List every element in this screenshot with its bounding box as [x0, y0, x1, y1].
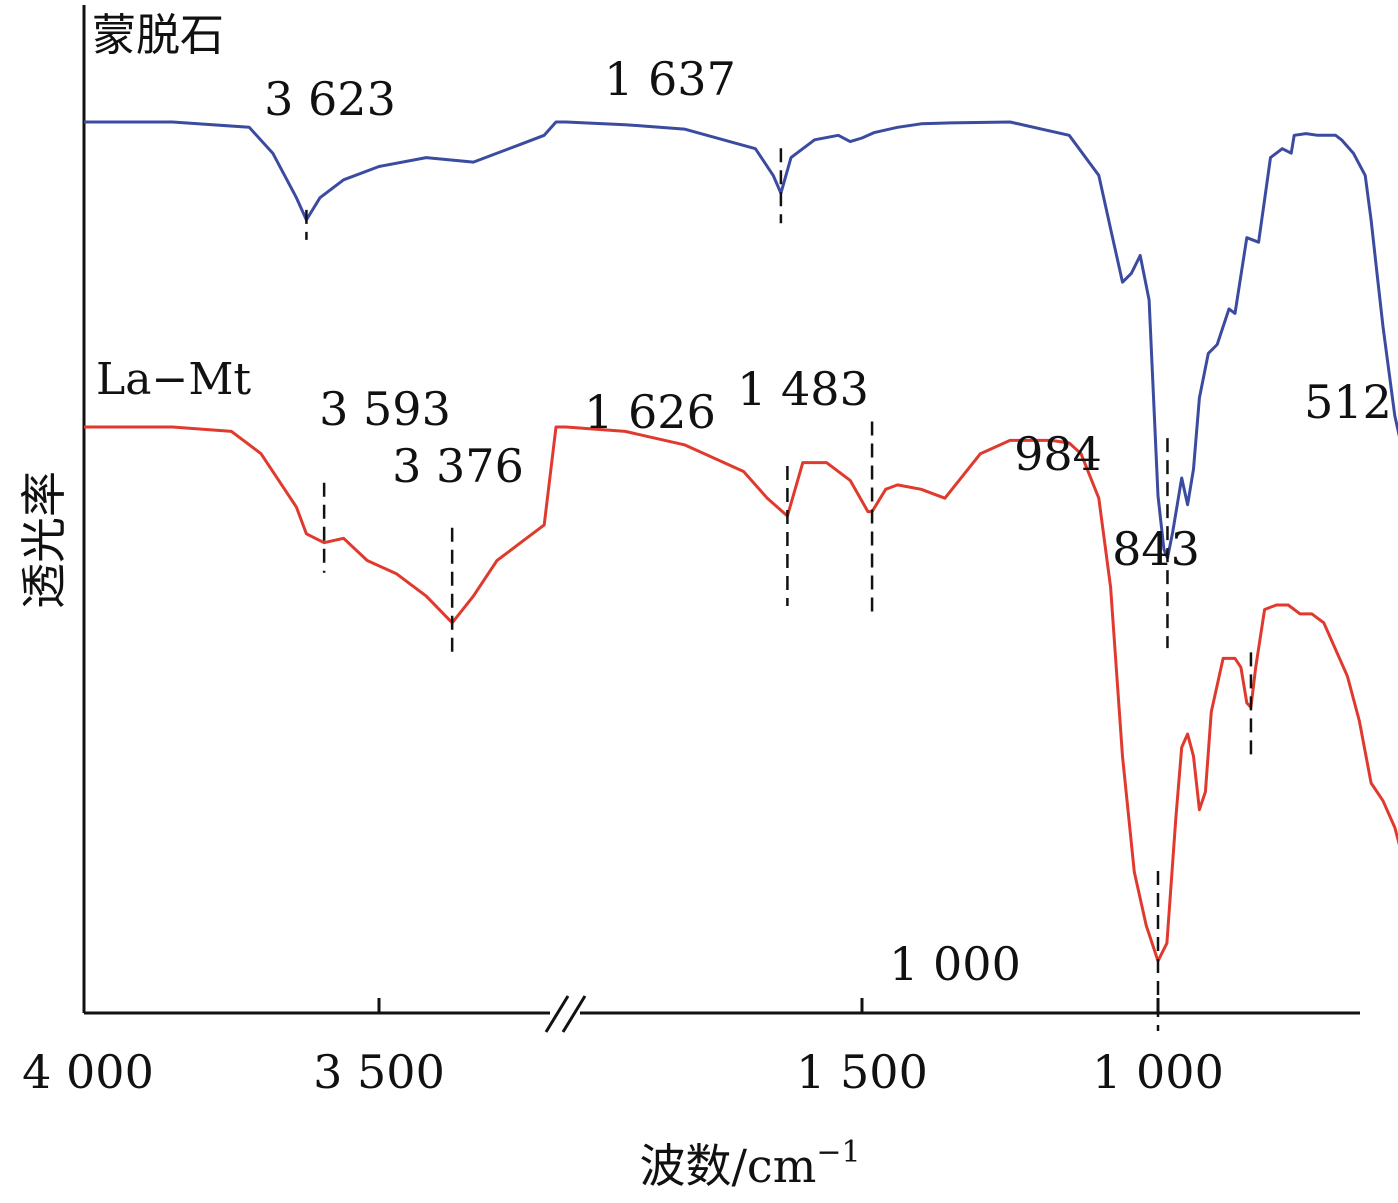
peak-label: 512: [1304, 375, 1392, 429]
series-line: [84, 425, 1398, 963]
x-tick-label: 4 000: [22, 1045, 154, 1099]
axes: [82, 5, 1360, 1033]
series-line: [84, 120, 1398, 560]
series-label-la-mt: La−Mt: [96, 354, 251, 405]
labels: 蒙脱石 La−Mt 透光率 波数/cm−1: [17, 10, 861, 1193]
peak-label: 1 626: [584, 385, 716, 439]
x-tick-label: 3 500: [313, 1045, 445, 1099]
peak-label: 1 483: [737, 362, 869, 416]
peak-label: 1 000: [889, 937, 1021, 991]
x-axis-label-superscript: −1: [816, 1135, 860, 1170]
series-label-mt: 蒙脱石: [92, 10, 224, 61]
x-axis-label-text: 波数/cm: [639, 1139, 816, 1193]
x-tick-label: 1 500: [796, 1045, 928, 1099]
peak-label: 1 637: [604, 52, 736, 106]
axis-break-mark-1: [544, 995, 570, 1033]
x-axis-label: 波数/cm−1: [639, 1135, 860, 1193]
peak-label: 3 593: [319, 382, 451, 436]
peak-label: 3 376: [392, 439, 524, 493]
x-tick-label: 1 000: [1092, 1045, 1224, 1099]
axis-break-mark-2: [561, 995, 587, 1033]
series-curves: [84, 120, 1398, 963]
y-axis-label: 透光率: [17, 471, 71, 609]
peak-label: 843: [1112, 522, 1200, 576]
peak-label: 984: [1014, 427, 1102, 481]
peak-label: 3 623: [264, 72, 396, 126]
